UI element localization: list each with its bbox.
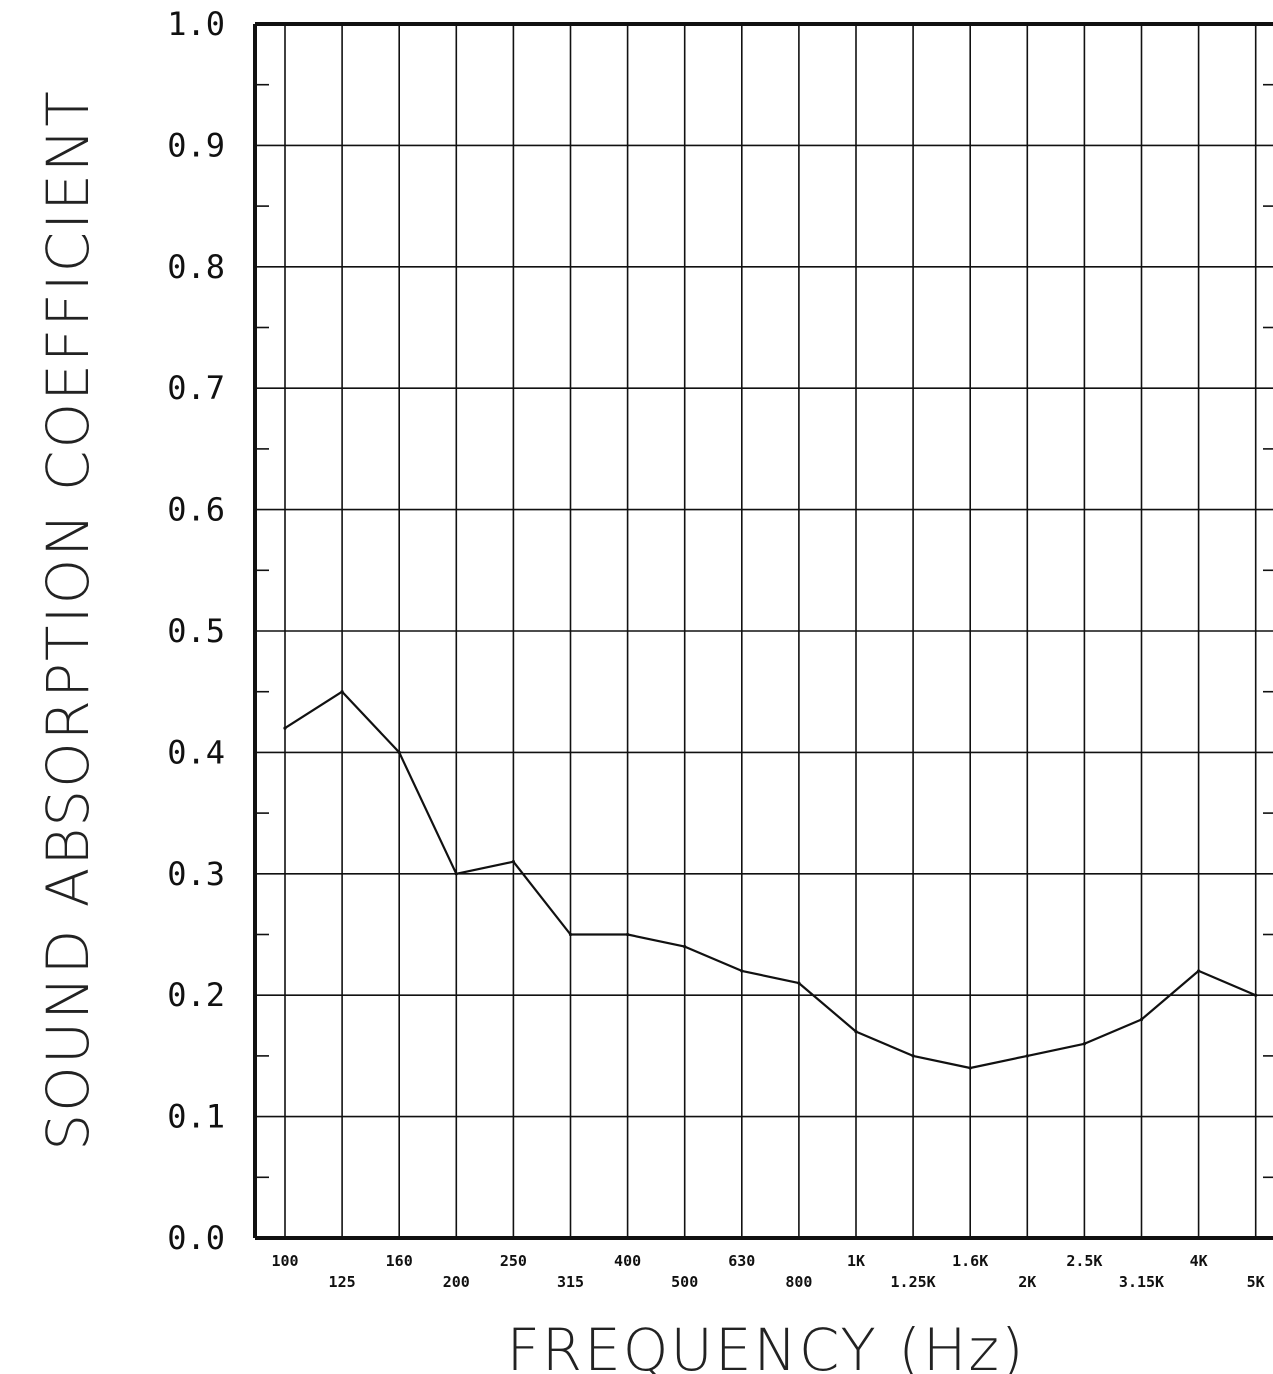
y-tick-labels: 0.0 0.1 0.2 0.3 0.4 0.5 0.6 0.7 0.8 0.9 1.0 [167,5,225,1257]
x-tick-label: 5K [1247,1273,1265,1291]
x-axis-label: FREQUENCY (Hz) [506,1316,1025,1374]
data-point [1025,1054,1029,1058]
x-tick-labels: 100 125 160 200 250 315 400 500 630 800 1K 1.25K 1.6… [271,1252,1264,1291]
data-point [454,872,458,876]
data-point [797,981,801,985]
x-tick-label: 800 [785,1273,812,1291]
y-tick-label: 0.2 [167,976,225,1014]
data-point [397,750,401,755]
data-point [854,1030,858,1034]
y-tick-label: 0.4 [167,733,225,771]
x-tick-label: 3.15K [1119,1273,1164,1291]
x-tick-label: 1.6K [952,1252,988,1270]
data-point [340,690,344,694]
x-tick-label: 2K [1018,1273,1036,1291]
data-point [1082,1042,1086,1046]
data-point [511,860,515,864]
data-point [911,1054,915,1058]
x-tick-label: 100 [271,1252,298,1270]
x-tick-label: 400 [614,1252,641,1270]
series-line [284,690,1257,1070]
x-tick-label: 2.5K [1066,1252,1102,1270]
x-tick-label: 250 [500,1252,527,1270]
x-tick-label: 1.25K [891,1273,936,1291]
data-point [683,945,687,949]
data-point [283,726,287,730]
x-tick-label: 1K [847,1252,865,1270]
data-point [626,932,630,937]
y-tick-label: 1.0 [167,5,225,43]
x-tick-label: 315 [557,1273,584,1291]
data-point [568,932,573,937]
x-tick-label: 4K [1190,1252,1208,1270]
data-point [1254,993,1258,997]
y-tick-label: 0.6 [167,491,225,529]
grid [255,23,1273,1239]
x-tick-label: 200 [443,1273,470,1291]
data-point [968,1066,972,1070]
y-tick-label: 0.1 [167,1098,225,1136]
x-tick-label: 630 [728,1252,755,1270]
data-point [1197,969,1201,973]
y-tick-label: 0.5 [167,612,225,650]
y-tick-label: 0.9 [167,126,225,164]
y-tick-label: 0.3 [167,855,225,893]
data-point [740,969,744,973]
x-tick-label: 125 [329,1273,356,1291]
x-tick-label: 160 [386,1252,413,1270]
y-axis-label: SOUND ABSORPTION COEFFICIENT [34,89,102,1150]
plot-frame [253,22,1273,1240]
data-point [1139,1017,1144,1022]
y-tick-label: 0.0 [167,1219,225,1257]
y-tick-label: 0.7 [167,369,225,407]
x-tick-label: 500 [671,1273,698,1291]
y-tick-label: 0.8 [167,248,225,286]
series-layer [283,690,1258,1070]
